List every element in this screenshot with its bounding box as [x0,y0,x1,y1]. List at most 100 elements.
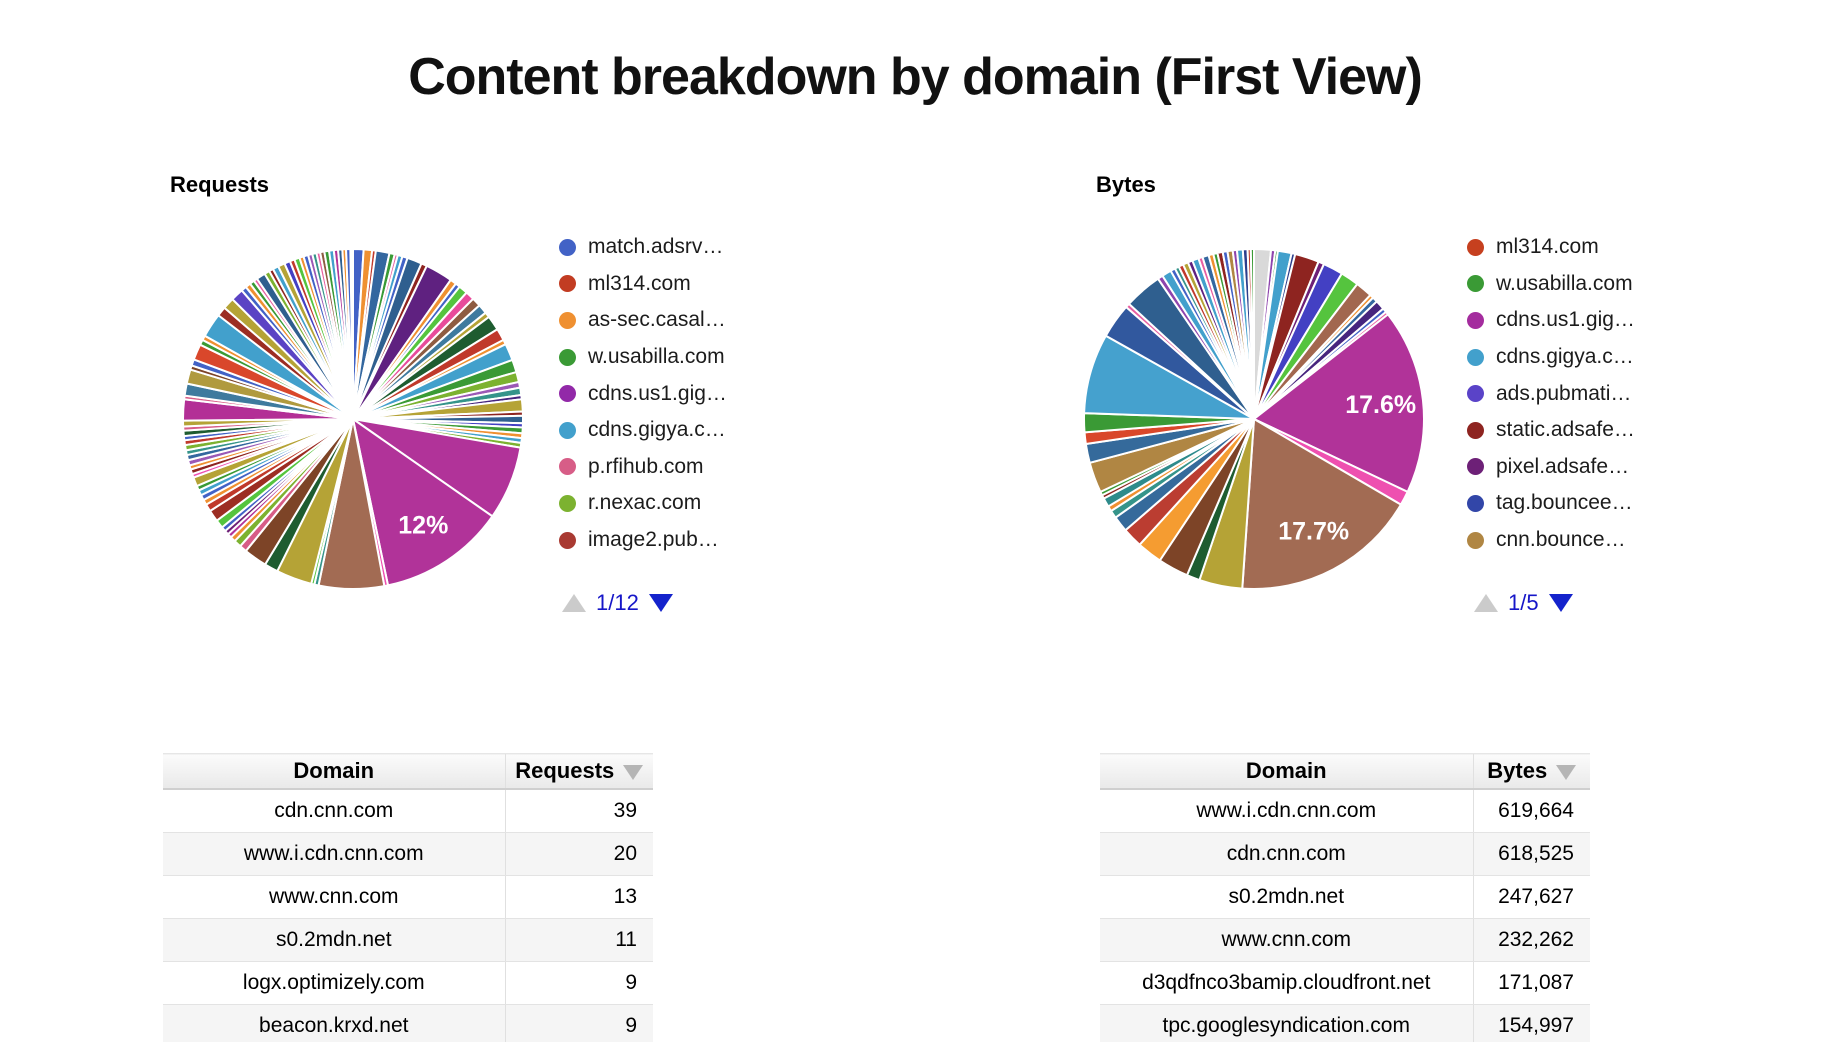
legend-item[interactable]: p.rfihub.com [559,449,727,486]
value-cell: 171,087 [1472,961,1590,1005]
domain-cell: www.cnn.com [1100,918,1473,962]
legend-color-dot-icon [559,458,576,476]
value-cell: 11 [504,918,653,962]
legend-item-label: cdns.gigya.c… [588,418,726,442]
requests-pie-chart[interactable]: 12% [180,246,526,592]
legend-item-label: static.adsafe… [1496,418,1635,442]
domain-cell: s0.2mdn.net [163,918,505,962]
legend-color-dot-icon [559,421,576,439]
legend-color-dot-icon [1467,275,1484,293]
legend-page-down-icon[interactable] [648,594,673,612]
domain-cell: www.i.cdn.cnn.com [1100,789,1473,833]
page-title: Content breakdown by domain (First View) [408,47,1423,106]
requests-chart-title: Requests [170,172,270,197]
legend-item-label: tag.bouncee… [1496,491,1633,515]
legend-item-label: p.rfihub.com [588,454,704,478]
column-header-bytes[interactable]: Bytes [1472,753,1590,790]
legend-item-label: as-sec.casal… [588,308,726,332]
legend-item-label: cdns.gigya.c… [1496,345,1634,369]
legend-item-label: r.nexac.com [588,491,702,515]
column-header-domain[interactable]: Domain [1100,753,1473,790]
pie-slice[interactable] [1252,312,1425,494]
legend-item[interactable]: ml314.com [1467,229,1635,266]
bytes-legend: ml314.com w.usabilla.com cdns.us1.gig… cdns… [1467,229,1635,558]
legend-item-label: w.usabilla.com [588,345,725,369]
legend-color-dot-icon [559,311,576,329]
legend-color-dot-icon [559,238,576,256]
legend-item[interactable]: w.usabilla.com [1467,266,1635,303]
legend-item[interactable]: w.usabilla.com [559,339,727,376]
legend-item[interactable]: r.nexac.com [559,485,727,522]
table-row: www.i.cdn.cnn.com 619,664 [1100,789,1590,833]
legend-color-dot-icon [1467,458,1484,476]
pie-slice[interactable] [345,248,354,420]
legend-page-down-icon[interactable] [1548,594,1573,612]
value-cell: 232,262 [1472,918,1590,962]
domain-cell: beacon.krxd.net [163,1004,505,1042]
value-cell: 619,664 [1472,789,1590,833]
legend-item[interactable]: ads.pubmati… [1467,375,1635,412]
legend-page-indicator: 1/12 [596,590,639,615]
domain-cell: www.i.cdn.cnn.com [163,832,505,876]
pie-slice[interactable] [351,416,494,587]
legend-color-dot-icon [1467,311,1484,329]
domain-cell: d3qdfnco3bamip.cloudfront.net [1100,961,1473,1005]
legend-page-up-icon[interactable] [1474,594,1498,612]
legend-item[interactable]: as-sec.casal… [559,302,727,339]
legend-item[interactable]: tag.bouncee… [1467,485,1635,522]
legend-color-dot-icon [559,385,576,403]
table-row: s0.2mdn.net 247,627 [1100,875,1590,919]
legend-page-indicator: 1/5 [1508,590,1539,615]
legend-item-label: pixel.adsafe… [1496,454,1630,478]
legend-item[interactable]: cdns.us1.gig… [559,375,727,412]
legend-color-dot-icon [1467,494,1484,512]
domain-cell: logx.optimizely.com [163,961,505,1005]
sort-desc-icon [623,764,644,780]
table-row: s0.2mdn.net 11 [163,918,653,962]
column-header-domain[interactable]: Domain [163,753,505,790]
bytes-table: Domain Bytes www.i.cdn.cnn.com 619,664 cdn… [1100,753,1590,1042]
legend-item[interactable]: cdns.gigya.c… [559,412,727,449]
domain-cell: cdn.cnn.com [163,789,505,833]
legend-item[interactable]: static.adsafe… [1467,412,1635,449]
legend-item-label: ads.pubmati… [1496,381,1632,405]
legend-color-dot-icon [1467,531,1484,549]
domain-cell: tpc.googlesyndication.com [1100,1004,1473,1042]
legend-color-dot-icon [1467,348,1484,366]
legend-item[interactable]: match.adsrv… [559,229,727,266]
legend-item[interactable]: cdns.gigya.c… [1467,339,1635,376]
legend-page-up-icon[interactable] [562,594,586,612]
value-cell: 20 [504,832,653,876]
bytes-pie-chart[interactable]: 17.6% 17.7% [1081,246,1427,592]
legend-item[interactable]: image2.pub… [559,522,727,559]
legend-item-label: cdns.us1.gig… [588,381,727,405]
bytes-legend-pager: 1/5 [1474,590,1573,616]
domain-cell: s0.2mdn.net [1100,875,1473,919]
legend-item[interactable]: ml314.com [559,266,727,303]
legend-color-dot-icon [559,531,576,549]
table-row: logx.optimizely.com 9 [163,961,653,1005]
table-row: tpc.googlesyndication.com 154,997 [1100,1004,1590,1042]
legend-item-label: cnn.bounce… [1496,528,1626,552]
column-header-requests[interactable]: Requests [504,753,653,790]
table-row: www.cnn.com 232,262 [1100,918,1590,962]
legend-color-dot-icon [1467,385,1484,403]
legend-item[interactable]: cdns.us1.gig… [1467,302,1635,339]
requests-table: Domain Requests cdn.cnn.com 39 www.i.cdn.c… [163,753,653,1042]
legend-item-label: match.adsrv… [588,235,724,259]
legend-item[interactable]: cnn.bounce… [1467,522,1635,559]
legend-color-dot-icon [559,275,576,293]
pie-slice-percent-label: 17.6% [1345,391,1416,419]
table-row: cdn.cnn.com 618,525 [1100,832,1590,876]
pie-slice-percent-label: 12% [398,511,448,539]
requests-legend-pager: 1/12 [562,590,673,616]
table-row: www.cnn.com 13 [163,875,653,919]
legend-color-dot-icon [1467,421,1484,439]
legend-item-label: w.usabilla.com [1496,271,1633,295]
pie-slice[interactable] [1241,417,1403,590]
legend-item[interactable]: pixel.adsafe… [1467,449,1635,486]
pie-slice[interactable] [1249,247,1255,420]
value-cell: 13 [504,875,653,919]
legend-item-label: ml314.com [1496,235,1599,259]
